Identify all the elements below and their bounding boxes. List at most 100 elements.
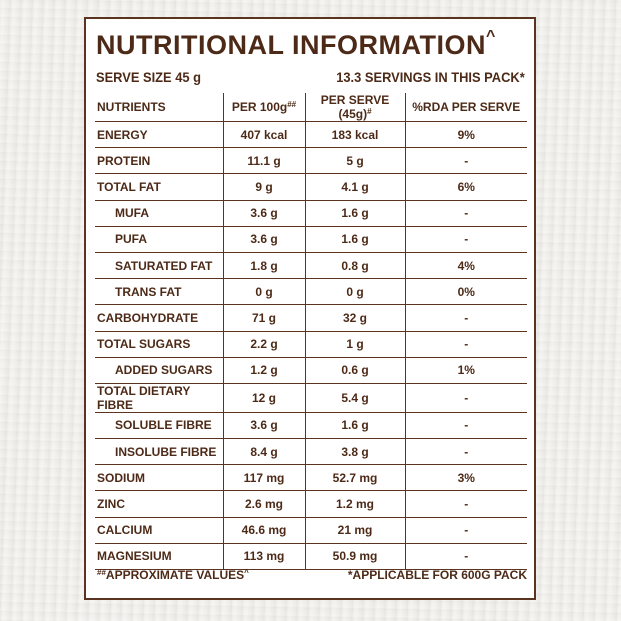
perserve-value: 0 g (304, 278, 405, 306)
table-row: CARBOHYDRATE 71 g 32 g- (95, 304, 527, 332)
rda-value: - (404, 438, 527, 466)
per100-value: 113 mg (222, 543, 305, 571)
per100-value: 8.4 g (222, 438, 305, 466)
header-per100: PER 100g## (222, 93, 305, 122)
servings-count: 13.3 SERVINGS IN THIS PACK* (336, 69, 525, 85)
perserve-value: 50.9 mg (304, 543, 405, 571)
per100-value: 2.2 g (222, 331, 305, 358)
table-row: ENERGY 407 kcal 183 kcal 9% (95, 121, 527, 149)
table-row: ADDED SUGARS 1.2 g 0.6 g 1% (95, 357, 527, 384)
perserve-value: 1.6 g (304, 226, 405, 253)
rda-value: - (404, 543, 527, 571)
nutrient-name: MAGNESIUM (95, 543, 223, 571)
per100-value: 46.6 mg (222, 517, 305, 544)
rda-value: - (404, 331, 527, 358)
perserve-value: 3.8 g (304, 438, 405, 466)
nutrient-name: PUFA (95, 226, 223, 253)
per100-value: 9 g (222, 173, 305, 201)
perserve-value: 4.1 g (304, 173, 405, 201)
per100-value: 1.2 g (222, 357, 305, 384)
title-text: NUTRITIONAL INFORMATION (96, 30, 486, 60)
footer-left-end: ^ (244, 568, 249, 577)
table-row: SATURATED FAT 1.8 g 0.8 g 4% (95, 252, 527, 280)
footer-left-mark: ## (97, 568, 106, 577)
nutrient-name: PROTEIN (95, 147, 223, 175)
table-row: MAGNESIUM 113 mg 50.9 mg - (95, 543, 527, 571)
footer-notes: ##APPROXIMATE VALUES^ *APPLICABLE FOR 60… (97, 568, 527, 582)
rda-value: 4% (404, 252, 527, 280)
serve-size: SERVE SIZE 45 g (96, 69, 201, 85)
perserve-value: 1.6 g (304, 200, 405, 227)
page-title: NUTRITIONAL INFORMATION^ (96, 28, 528, 61)
perserve-value: 1.6 g (304, 412, 405, 440)
nutrition-panel: NUTRITIONAL INFORMATION^ SERVE SIZE 45 g… (84, 17, 536, 600)
rda-value: 6% (404, 173, 527, 201)
header-perserve-mark: # (367, 107, 372, 116)
nutrient-name: ZINC (95, 490, 223, 518)
table-row: PUFA 3.6 g 1.6 g- (95, 226, 527, 253)
perserve-value: 183 kcal (304, 121, 405, 149)
header-perserve: PER SERVE (45g)# (304, 93, 405, 122)
rda-value: 1% (404, 357, 527, 384)
table-row: TOTAL DIETARY FIBRE 12 g 5.4 g- (95, 383, 527, 413)
perserve-value: 1 g (304, 331, 405, 358)
rda-value: - (404, 304, 527, 332)
per100-value: 12 g (222, 383, 305, 413)
per100-value: 2.6 mg (222, 490, 305, 518)
table-row: SODIUM 117 mg 52.7 mg 3% (95, 464, 527, 492)
rda-value: - (404, 383, 527, 413)
rda-value: 3% (404, 464, 527, 492)
nutrient-name: INSOLUBE FIBRE (95, 438, 223, 466)
nutrient-name: ENERGY (95, 121, 223, 149)
perserve-value: 32 g (304, 304, 405, 332)
perserve-value: 21 mg (304, 517, 405, 544)
table-row: CALCIUM 46.6 mg 21 mg - (95, 517, 527, 544)
header-per100-label: PER 100g (231, 100, 288, 114)
header-nutrients: NUTRIENTS (95, 93, 223, 122)
rda-value: - (404, 226, 527, 253)
rda-value: - (404, 147, 527, 175)
nutrient-name: TOTAL DIETARY FIBRE (95, 383, 223, 413)
table-row: MUFA 3.6 g 1.6 g- (95, 200, 527, 227)
per100-value: 117 mg (222, 464, 305, 492)
header-per100-mark: ## (287, 100, 297, 109)
perserve-value: 0.8 g (304, 252, 405, 280)
nutrient-name: CALCIUM (95, 517, 223, 544)
header-rda: %RDA PER SERVE (404, 93, 527, 122)
rda-value: 0% (404, 278, 527, 306)
per100-value: 3.6 g (222, 200, 305, 227)
rda-value: - (404, 200, 527, 227)
perserve-value: 52.7 mg (304, 464, 405, 492)
rda-value: - (404, 517, 527, 544)
nutrient-name: SODIUM (95, 464, 223, 492)
nutrient-name: MUFA (95, 200, 223, 227)
rda-value: - (404, 412, 527, 440)
header-perserve-label: PER SERVE (45g) (320, 93, 390, 121)
per100-value: 407 kcal (222, 121, 305, 149)
footer-left-text: APPROXIMATE VALUES (105, 568, 245, 582)
per100-value: 71 g (222, 304, 305, 332)
table-row: ZINC 2.6 mg 1.2 mg - (95, 490, 527, 518)
per100-value: 1.8 g (222, 252, 305, 280)
nutrition-table: NUTRIENTS PER 100g## PER SERVE (45g)# %R… (95, 93, 527, 571)
per100-value: 3.6 g (222, 226, 305, 253)
nutrient-name: CARBOHYDRATE (95, 304, 223, 332)
footer-left: ##APPROXIMATE VALUES^ (97, 568, 249, 582)
perserve-value: 0.6 g (304, 357, 405, 384)
rda-value: 9% (404, 121, 527, 149)
table-row: SOLUBLE FIBRE 3.6 g 1.6 g- (95, 412, 527, 440)
title-mark: ^ (485, 28, 496, 45)
nutrient-name: TRANS FAT (95, 278, 223, 306)
nutrient-name: TOTAL SUGARS (95, 331, 223, 358)
table-row: TOTAL FAT 9 g 4.1 g 6% (95, 173, 527, 201)
table-header-row: NUTRIENTS PER 100g## PER SERVE (45g)# %R… (95, 93, 527, 122)
serve-info: SERVE SIZE 45 g 13.3 SERVINGS IN THIS PA… (96, 69, 525, 85)
rda-value: - (404, 490, 527, 518)
perserve-value: 5 g (304, 147, 405, 175)
per100-value: 11.1 g (222, 147, 305, 175)
perserve-value: 5.4 g (304, 383, 405, 413)
per100-value: 3.6 g (222, 412, 305, 440)
